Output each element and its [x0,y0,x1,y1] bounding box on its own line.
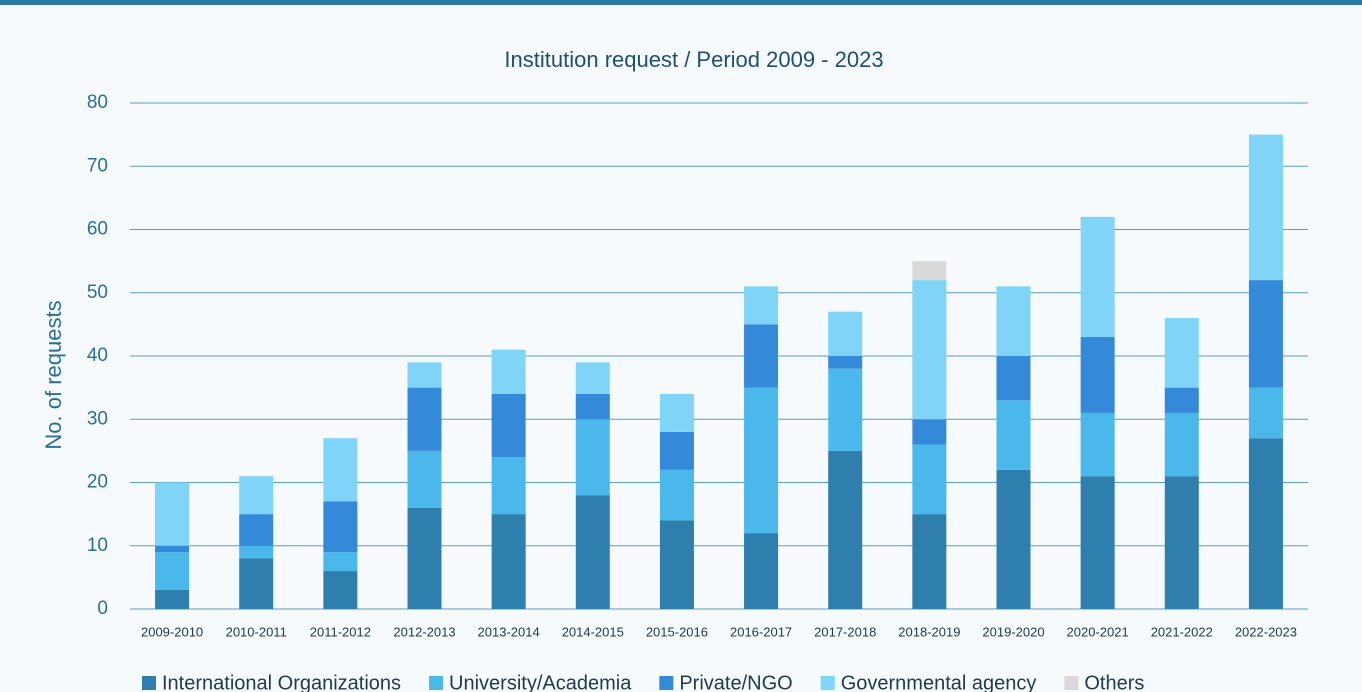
bar-segment [155,545,190,553]
bar-segment [1164,318,1199,388]
x-tick-label: 2019-2020 [982,624,1044,639]
bar-segment [744,387,779,534]
bar-segment [744,286,779,325]
bar-segment [1164,412,1199,477]
bar-segment [239,545,274,559]
legend-swatch [1064,676,1079,690]
bar-segment [491,457,526,515]
legend-label: International Organizations [162,672,401,692]
bar-segment [407,387,442,451]
x-tick-label: 2010-2011 [226,624,287,639]
bar-segment [659,393,694,432]
bar-segment [828,356,863,369]
x-tick-label: 2009-2010 [141,624,203,639]
y-tick-label: 60 [87,219,108,240]
bar-segment [828,368,863,451]
chart-title: Institution request / Period 2009 - 2023 [504,47,883,72]
bar-segment [1080,412,1115,477]
x-tick-label: 2018-2019 [898,624,960,639]
bar-segment [323,571,358,609]
bar-segment [1080,216,1115,338]
bar-segment [1164,387,1199,413]
bar-segment [659,520,694,609]
bar-segment [239,558,274,609]
x-tick-label: 2011-2012 [310,624,371,639]
x-tick-label: 2020-2021 [1067,624,1129,639]
bar-segment [1080,337,1115,413]
bar-segment [1248,280,1283,388]
bar-segment [575,495,610,609]
bar-segment [575,393,610,420]
x-tick-label: 2014-2015 [562,624,624,639]
x-tick-label: 2022-2023 [1235,624,1297,639]
bar-segment [155,482,190,546]
bar-segment [912,514,947,609]
bar-segment [1080,476,1115,609]
y-tick-label: 0 [97,598,108,619]
y-axis-label: No. of requests [41,300,66,449]
bar-segment [239,514,274,546]
bar-segment [491,514,526,609]
bar-segment [323,438,358,502]
bar-segment [407,450,442,508]
bar-segment [323,552,358,572]
bar-segment [239,476,274,515]
x-tick-label: 2017-2018 [814,624,876,639]
legend-swatch [142,676,156,690]
bar-segment [491,393,526,458]
bar-segment [155,552,190,591]
bar-segment [155,590,190,609]
bar-segment [912,261,947,281]
bar-segment [1248,387,1283,439]
y-tick-label: 80 [87,92,108,113]
legend-swatch [429,676,444,690]
x-tick-label: 2016-2017 [730,624,792,639]
bar-segment [996,286,1031,356]
bar-segment [828,311,863,356]
bar-segment [1164,476,1199,609]
bar-segment [744,324,779,388]
bar-segment [575,362,610,394]
bar-segment [912,444,947,515]
y-tick-label: 10 [87,535,108,556]
x-tick-label: 2015-2016 [646,624,708,639]
x-tick-label: 2012-2013 [393,624,455,639]
x-tick-label: 2013-2014 [478,624,540,639]
bar-segment [407,362,442,388]
bar-segment [996,400,1031,470]
bar-segment [912,280,947,420]
bar-segment [912,419,947,445]
y-tick-label: 70 [87,155,108,176]
bar-segment [491,349,526,394]
bar-segment [1248,438,1283,609]
bar-segment [1248,134,1283,281]
y-tick-label: 20 [87,472,108,493]
legend-label: Private/NGO [679,672,792,692]
y-tick-label: 50 [87,282,108,303]
bar-segment [407,507,442,609]
legend-label: University/Academia [449,672,632,692]
y-tick-label: 30 [87,408,108,429]
legend-label: Governmental agency [841,672,1037,692]
bar-segment [659,431,694,470]
bar-segment [575,419,610,496]
bar-segment [996,356,1031,401]
x-tick-label: 2021-2022 [1151,624,1213,639]
bar-segment [828,450,863,609]
legend-swatch [659,676,674,690]
top-bar [0,0,1362,5]
legend-swatch [820,676,835,690]
legend-label: Others [1084,672,1144,692]
bar-segment [659,469,694,521]
bar-segment [323,501,358,553]
y-tick-label: 40 [87,345,108,366]
bar-segment [996,469,1031,609]
bar-segment [744,533,779,609]
